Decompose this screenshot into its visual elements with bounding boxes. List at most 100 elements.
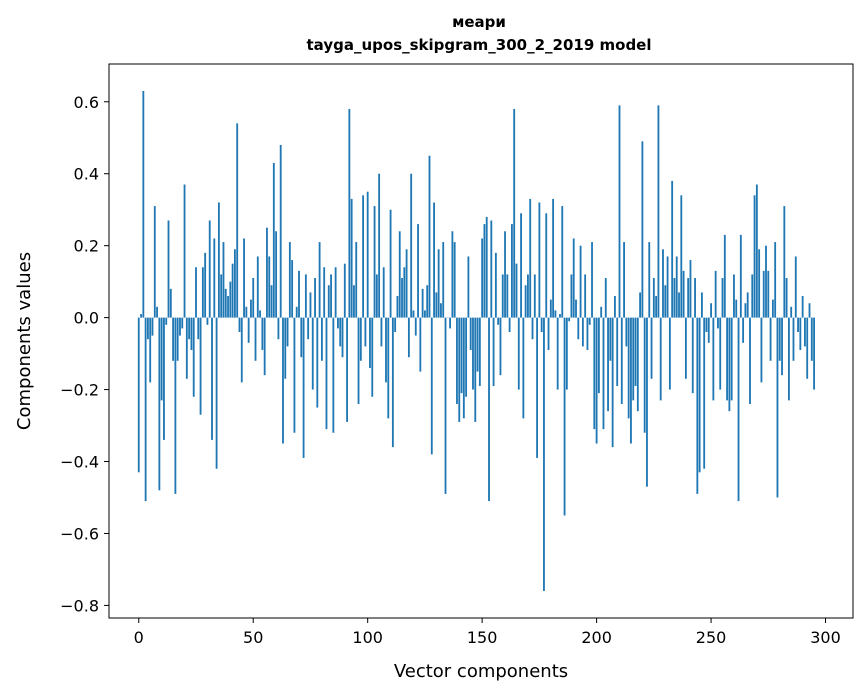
bar — [160, 317, 163, 401]
bar — [355, 242, 358, 318]
bar — [236, 123, 239, 318]
y-tick-label: −0.4 — [60, 453, 99, 472]
bar — [348, 108, 351, 318]
bar — [373, 206, 376, 318]
bar — [391, 317, 394, 448]
bar — [428, 155, 431, 318]
bar — [719, 317, 722, 390]
bar — [217, 202, 220, 318]
bar — [714, 270, 717, 318]
bar — [765, 245, 767, 318]
bar — [254, 317, 257, 361]
bar — [577, 317, 580, 340]
bar — [179, 317, 181, 336]
bar — [396, 296, 399, 318]
bar — [776, 317, 779, 498]
bar — [721, 278, 724, 318]
bar — [311, 317, 314, 390]
bar — [717, 317, 719, 329]
bar — [597, 317, 600, 394]
bar — [247, 317, 250, 343]
bar — [188, 317, 191, 340]
bar — [749, 317, 751, 404]
bar — [625, 317, 628, 347]
bar — [799, 317, 802, 350]
bar — [586, 317, 589, 350]
bar — [325, 317, 328, 430]
bar — [570, 274, 573, 318]
bar — [602, 317, 605, 430]
bar — [666, 256, 669, 318]
bar — [270, 285, 273, 318]
bar — [728, 317, 731, 412]
bar — [467, 256, 470, 318]
bar — [458, 317, 461, 422]
bar — [751, 274, 754, 318]
bar — [424, 310, 426, 318]
bar — [636, 317, 639, 412]
bar — [343, 263, 346, 318]
bar — [632, 317, 635, 401]
bar — [746, 292, 749, 318]
bar — [327, 285, 330, 318]
bar — [488, 317, 490, 502]
bar — [472, 317, 474, 390]
bar — [451, 231, 454, 318]
bar — [291, 260, 294, 318]
bar — [398, 231, 401, 318]
chart-title: меари — [452, 13, 506, 31]
y-tick-label: 0.6 — [74, 93, 99, 112]
bar — [563, 317, 566, 516]
bar — [167, 220, 170, 318]
bar — [762, 270, 765, 318]
bar — [804, 317, 806, 347]
bar — [302, 317, 305, 458]
bar — [581, 317, 584, 347]
bar — [362, 195, 365, 318]
bar — [801, 296, 804, 318]
x-tick-label: 250 — [696, 628, 727, 647]
bar — [680, 195, 683, 318]
bar — [369, 317, 371, 368]
bar — [600, 306, 603, 318]
bar — [630, 317, 632, 444]
bar — [385, 317, 387, 383]
bar — [263, 317, 266, 376]
bar — [220, 274, 223, 318]
bar — [790, 306, 793, 318]
bar — [513, 108, 516, 318]
bar — [522, 317, 525, 419]
bar — [742, 317, 745, 343]
bar — [726, 317, 729, 401]
bar — [307, 317, 310, 340]
bar — [671, 180, 674, 318]
bar — [176, 317, 179, 361]
bar — [163, 317, 165, 440]
bar — [357, 317, 360, 404]
bar — [623, 242, 625, 318]
bar — [227, 296, 229, 318]
bar — [561, 206, 564, 318]
bar — [337, 317, 339, 329]
bar — [682, 270, 685, 318]
bar — [405, 249, 408, 318]
bar — [527, 274, 529, 318]
bar — [250, 299, 252, 318]
bar — [460, 317, 463, 394]
bar — [794, 256, 797, 318]
bar — [497, 317, 500, 325]
bar — [543, 317, 545, 592]
bar — [261, 317, 264, 350]
bar — [181, 317, 184, 329]
bar — [208, 220, 211, 318]
bar — [707, 317, 710, 343]
bar — [785, 278, 788, 318]
bar — [549, 299, 552, 318]
bar — [282, 317, 284, 444]
bar — [284, 317, 287, 379]
bar — [501, 274, 504, 318]
bar — [556, 317, 559, 390]
bar — [252, 278, 255, 318]
bar — [778, 317, 781, 361]
x-tick-label: 200 — [581, 628, 612, 647]
